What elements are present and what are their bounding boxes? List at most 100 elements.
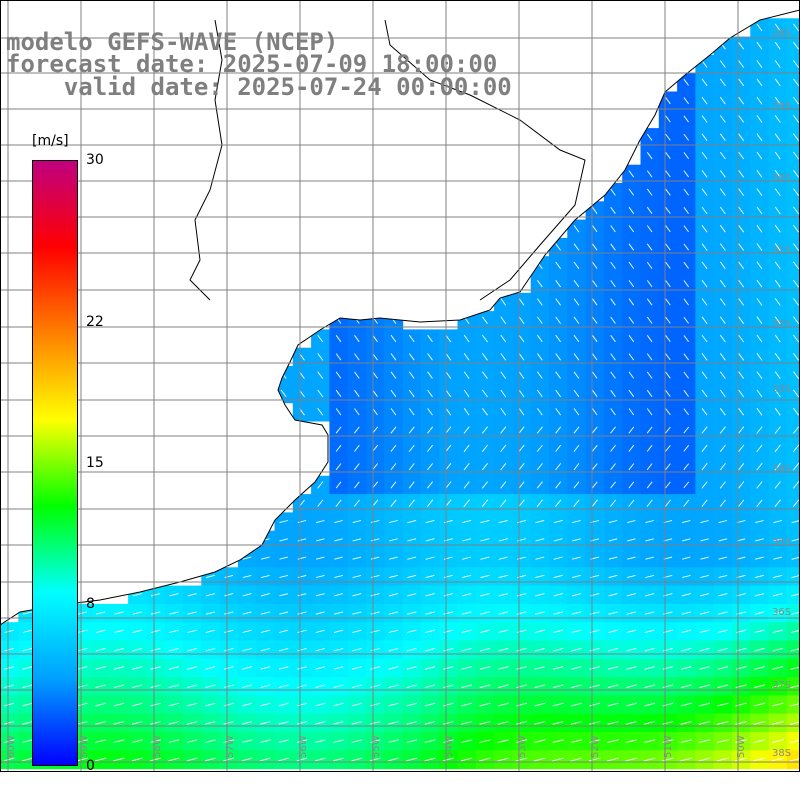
wind-arrow [793,316,800,325]
wind-arrow [461,684,472,689]
wind-arrow [315,593,325,597]
wind-arrow [427,463,434,471]
wind-arrow [76,739,88,743]
latitude-label: 29S [772,101,791,112]
wind-arrow [571,629,582,634]
wind-arrow [738,206,745,215]
wind-arrow [719,151,726,160]
wind-arrow [479,721,491,725]
wind-arrow [390,408,397,416]
wind-arrow [317,408,324,416]
wind-arrow [701,389,708,398]
wind-arrow [791,556,800,560]
wind-arrow [738,225,745,233]
wind-arrow [552,666,564,670]
wind-arrow [462,519,472,524]
wind-arrow [443,574,453,579]
wind-arrow [406,684,417,688]
wind-arrow [683,225,689,233]
wind-arrow [772,629,783,634]
wind-arrow [187,666,198,670]
wind-arrow [719,371,726,379]
wind-arrow [317,353,324,361]
wind-arrow [515,721,528,725]
wind-arrow [774,353,781,361]
wind-arrow [427,371,433,379]
wind-arrow [518,426,525,434]
wind-arrow [260,721,271,725]
wind-arrow [701,481,708,489]
wind-arrow [701,78,708,87]
wind-arrow [793,279,800,288]
wind-arrow [719,499,726,507]
wind-arrow [573,316,580,324]
wind-arrow [573,334,580,343]
wind-arrow [351,721,363,725]
wind-arrow [333,629,344,633]
wind-arrow [297,648,307,652]
wind-arrow [793,60,800,68]
wind-arrow [573,243,580,251]
wind-arrow [260,757,271,762]
wind-arrow [536,481,543,489]
wind-arrow [354,389,360,397]
wind-arrow [680,720,692,725]
wind-arrow [719,96,726,105]
wind-arrow [445,426,452,434]
wind-arrow [774,316,781,325]
ocean-cell [786,18,800,38]
wind-arrow [479,757,491,762]
wind-arrow [205,684,216,688]
wind-arrow [773,520,783,524]
wind-arrow [500,499,507,508]
wind-arrow [592,389,598,397]
wind-arrow [701,371,708,379]
wind-arrow [738,42,745,50]
wind-arrow [334,556,343,560]
wind-arrow [114,611,124,615]
wind-arrow [535,574,545,579]
wind-arrow [628,243,635,251]
wind-arrow [756,243,763,251]
wind-arrow [427,481,434,489]
wind-arrow [443,593,454,597]
wind-arrow [463,353,470,361]
wind-arrow [756,23,763,32]
ocean-cell [786,329,800,349]
wind-arrow [754,666,765,670]
wind-arrow [113,739,125,743]
wind-arrow [701,261,708,270]
wind-arrow [552,721,564,725]
wind-arrow [646,389,653,397]
wind-arrow [390,499,397,507]
wind-arrow [516,629,527,634]
ocean-cell [786,475,800,495]
wind-arrow [187,647,198,652]
wind-arrow [793,407,800,416]
wind-arrow [610,316,616,324]
wind-arrow [463,499,470,508]
wind-arrow [665,353,671,361]
wind-arrow [390,444,397,452]
wind-arrow [443,647,454,652]
wind-arrow [518,408,525,416]
wind-arrow [646,499,653,507]
wind-arrow [738,499,745,507]
wind-arrow [425,556,435,560]
wind-arrow [628,499,635,507]
wind-arrow [296,721,308,725]
wind-arrow [497,739,509,744]
wind-arrow [683,78,689,86]
wind-arrow [665,133,671,141]
wind-arrow [3,739,15,743]
wind-arrow [425,629,435,634]
wind-arrow [461,629,472,634]
wind-arrow [498,556,508,560]
wind-arrow [500,426,507,434]
wind-arrow [408,371,415,379]
colorbar-tick-label: 22 [86,313,104,330]
wind-arrow [463,408,470,416]
wind-arrow [388,647,399,652]
wind-arrow [719,444,726,452]
wind-arrow [774,298,781,306]
